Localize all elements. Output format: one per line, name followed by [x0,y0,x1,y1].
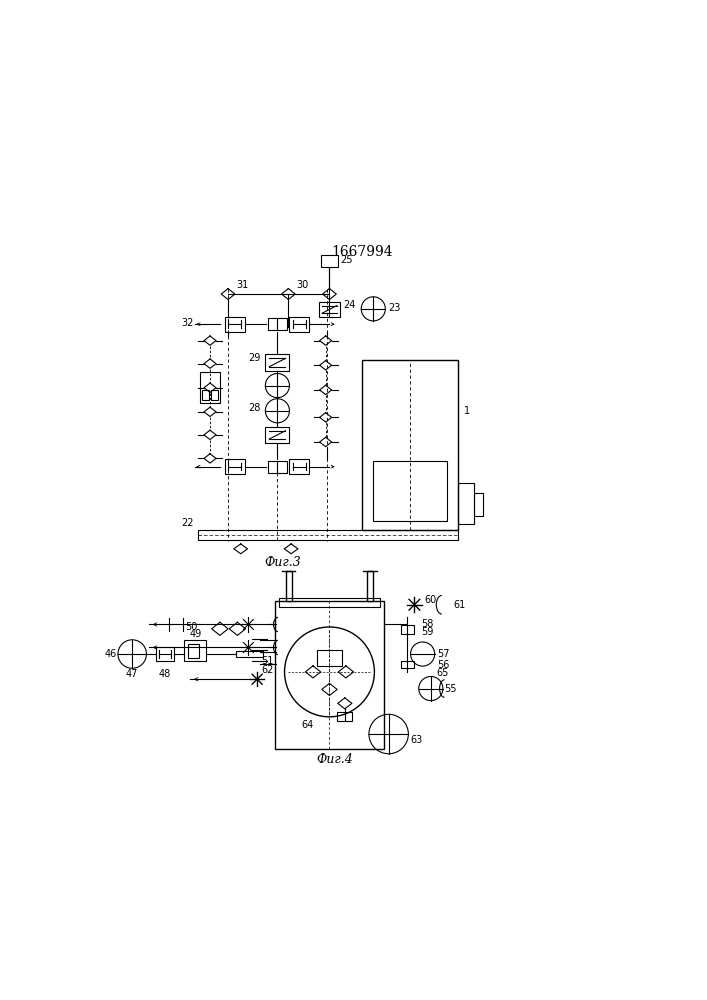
Bar [319,302,341,317]
Bar [225,459,245,474]
Text: 63: 63 [411,735,423,745]
Bar [211,390,218,400]
Text: 57: 57 [437,649,450,659]
Bar [286,571,292,601]
Bar [458,483,474,524]
Bar [363,360,458,530]
Text: 29: 29 [249,353,261,363]
Text: 55: 55 [445,684,457,694]
Text: Фиг.4: Фиг.4 [317,753,354,766]
Text: 1: 1 [464,406,470,416]
Bar [373,461,448,521]
Bar [275,601,385,749]
Bar [337,712,353,721]
Text: Фиг.3: Фиг.3 [264,556,301,569]
Bar [265,427,289,443]
Text: 24: 24 [343,300,356,310]
Bar [236,651,262,657]
Text: 48: 48 [159,669,171,679]
Bar [474,493,484,516]
Bar [202,390,209,400]
Bar [200,372,220,403]
Bar [265,354,289,371]
Bar [185,640,206,661]
Text: 56: 56 [437,660,449,670]
Text: 60: 60 [424,595,436,605]
Text: 46: 46 [105,649,117,659]
Text: 23: 23 [389,303,401,313]
Bar [198,530,458,540]
Bar [289,317,309,332]
Text: 58: 58 [421,619,434,629]
Bar [367,571,373,601]
Bar [267,318,287,330]
Text: 62: 62 [262,665,274,675]
Text: 61: 61 [454,600,466,610]
Bar [279,598,380,607]
Text: 22: 22 [181,518,194,528]
Bar [225,317,245,332]
Text: 30: 30 [297,280,309,290]
Text: 28: 28 [249,403,261,413]
Bar [187,644,199,658]
Bar [289,459,309,474]
Bar [156,647,174,661]
Text: 31: 31 [236,280,249,290]
Text: 65: 65 [437,668,449,678]
Text: 25: 25 [341,255,353,265]
Bar [401,661,414,668]
Text: 64: 64 [301,720,313,730]
Text: 51: 51 [261,656,274,666]
Text: 50: 50 [185,622,198,632]
Bar [317,650,341,666]
Bar [401,625,414,634]
Text: 1667994: 1667994 [332,245,393,259]
Text: 49: 49 [189,629,201,639]
Text: 47: 47 [126,669,139,679]
Text: 32: 32 [181,318,194,328]
Text: 59: 59 [421,627,434,637]
Bar [321,255,338,267]
Bar [267,461,287,473]
